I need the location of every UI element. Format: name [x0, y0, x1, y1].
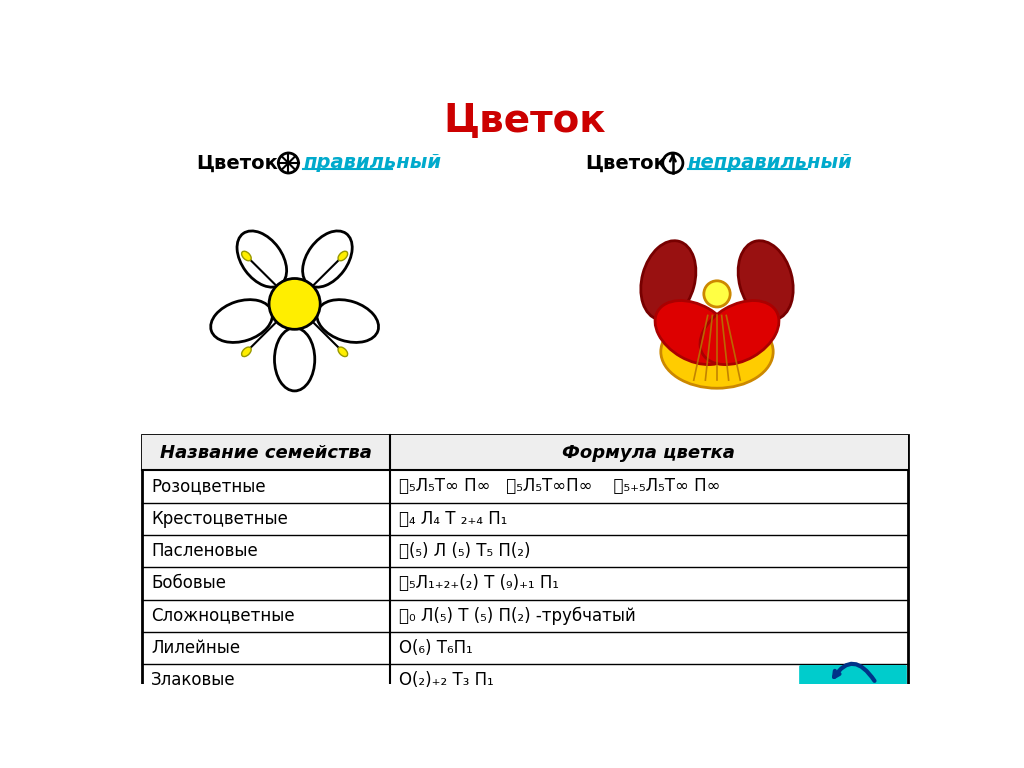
- Text: Пасленовые: Пасленовые: [152, 542, 258, 560]
- Ellipse shape: [338, 347, 347, 356]
- Ellipse shape: [338, 251, 347, 261]
- Ellipse shape: [211, 300, 272, 343]
- Text: Крестоцветные: Крестоцветные: [152, 510, 288, 528]
- Ellipse shape: [700, 300, 779, 365]
- Ellipse shape: [738, 240, 794, 320]
- Text: Цветок: Цветок: [443, 102, 606, 141]
- Text: 䉺₅Л₅Т∞ П∞   䉺₅Л₅Т∞П∞    䉺₅₊₅Л₅Т∞ П∞: 䉺₅Л₅Т∞ П∞ 䉺₅Л₅Т∞П∞ 䉺₅₊₅Л₅Т∞ П∞: [399, 478, 721, 495]
- Text: О(₆) Т₆П₁: О(₆) Т₆П₁: [399, 639, 473, 657]
- Text: Название семейства: Название семейства: [160, 444, 372, 462]
- Bar: [142, 435, 907, 470]
- Ellipse shape: [242, 347, 251, 356]
- Text: Формула цветка: Формула цветка: [562, 444, 735, 462]
- Text: 䉺₄ Л₄ Т ₂₊₄ П₁: 䉺₄ Л₄ Т ₂₊₄ П₁: [399, 510, 508, 528]
- Ellipse shape: [316, 300, 379, 343]
- Text: Злаковые: Злаковые: [152, 671, 236, 690]
- Ellipse shape: [274, 328, 314, 391]
- Text: Цветок: Цветок: [586, 154, 667, 173]
- Bar: [142, 435, 907, 697]
- Text: правильный: правильный: [303, 154, 441, 173]
- Ellipse shape: [655, 300, 734, 365]
- Circle shape: [703, 281, 730, 307]
- Ellipse shape: [237, 231, 287, 287]
- Text: 䉺₀ Л(₅) Т (₅) П(₂) -трубчатый: 䉺₀ Л(₅) Т (₅) П(₂) -трубчатый: [399, 607, 636, 625]
- Text: Лилейные: Лилейные: [152, 639, 241, 657]
- Ellipse shape: [660, 315, 773, 389]
- Text: Сложноцветные: Сложноцветные: [152, 607, 295, 624]
- Ellipse shape: [641, 240, 696, 320]
- Text: Цветок: Цветок: [197, 154, 279, 173]
- Circle shape: [269, 279, 321, 329]
- Text: 䉺₅Л₁₊₂₊(₂) Т (₉)₊₁ П₁: 䉺₅Л₁₊₂₊(₂) Т (₉)₊₁ П₁: [399, 574, 559, 592]
- FancyBboxPatch shape: [799, 665, 907, 696]
- Text: Розоцветные: Розоцветные: [152, 478, 266, 495]
- Text: 䉺(₅) Л (₅) Т₅ П(₂): 䉺(₅) Л (₅) Т₅ П(₂): [399, 542, 530, 560]
- Text: Бобовые: Бобовые: [152, 574, 226, 592]
- Text: неправильный: неправильный: [687, 154, 852, 173]
- Ellipse shape: [242, 251, 251, 261]
- Text: О(₂)₊₂ Т₃ П₁: О(₂)₊₂ Т₃ П₁: [399, 671, 494, 690]
- Ellipse shape: [303, 231, 352, 287]
